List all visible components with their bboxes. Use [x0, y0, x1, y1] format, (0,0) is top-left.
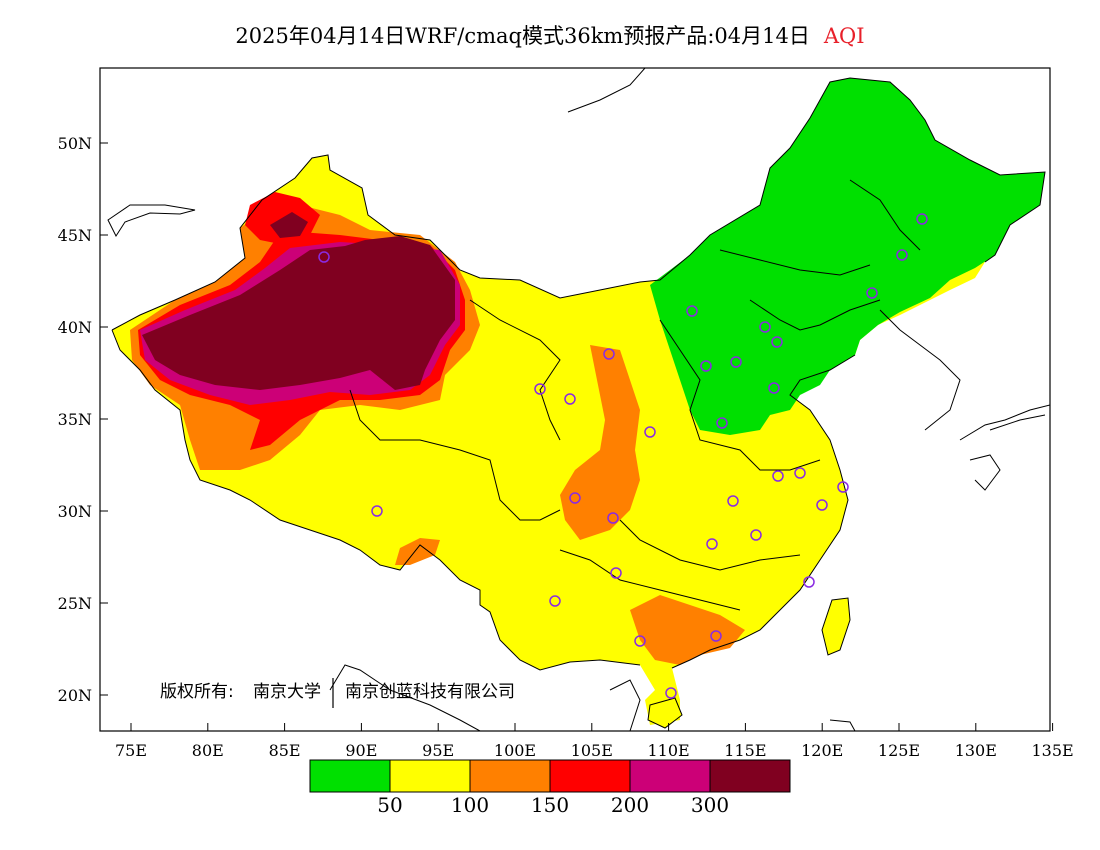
- station-marker: [727, 495, 739, 507]
- legend-swatch: [469, 759, 551, 793]
- legend-label: 150: [531, 793, 569, 817]
- taiwan: [821, 597, 851, 656]
- station-marker: [634, 635, 646, 647]
- station-marker: [837, 481, 849, 493]
- x-tick-label: 110E: [647, 741, 689, 760]
- x-tick-label: 105E: [571, 741, 613, 760]
- x-tick-label: 130E: [955, 741, 997, 760]
- station-marker: [750, 529, 762, 541]
- region-good-north: [650, 78, 1045, 435]
- station-marker: [896, 249, 908, 261]
- legend-swatch: [389, 759, 471, 793]
- legend-swatch: [709, 759, 791, 793]
- station-marker: [730, 356, 742, 368]
- x-tick-label: 90E: [345, 741, 377, 760]
- station-marker: [700, 360, 712, 372]
- region-usg-tibet: [395, 538, 440, 565]
- station-marker: [771, 336, 783, 348]
- aqi-legend: 50 100 150 200 300: [309, 759, 791, 817]
- station-marker: [706, 538, 718, 550]
- x-tick-label: 135E: [1031, 741, 1073, 760]
- hainan: [647, 697, 683, 729]
- station-marker: [371, 505, 383, 517]
- station-marker: [318, 251, 330, 263]
- title-variable: AQI: [823, 24, 865, 48]
- station-marker: [772, 470, 784, 482]
- x-tick-label: 85E: [269, 741, 301, 760]
- y-tick-label: 20N: [58, 686, 92, 705]
- station-marker: [916, 213, 928, 225]
- station-marker: [768, 382, 780, 394]
- station-marker: [564, 393, 576, 405]
- region-hazardous-north: [270, 212, 308, 238]
- region-usg-central: [560, 345, 640, 540]
- x-tick-label: 100E: [494, 741, 536, 760]
- station-marker: [607, 512, 619, 524]
- station-marker: [644, 426, 656, 438]
- title-main: 2025年04月14日WRF/cmaq模式36km预报产品:04月14日: [235, 24, 810, 48]
- map-title: 2025年04月14日WRF/cmaq模式36km预报产品:04月14日 AQI: [0, 20, 1100, 50]
- x-tick-label: 120E: [801, 741, 843, 760]
- station-marker: [866, 287, 878, 299]
- station-marker: [534, 383, 546, 395]
- station-marker: [816, 499, 828, 511]
- legend-label: 50: [377, 793, 402, 817]
- x-tick-label: 95E: [422, 741, 454, 760]
- copyright-org1: 南京大学: [253, 682, 321, 702]
- legend-swatch: [309, 759, 391, 793]
- y-tick-label: 25N: [58, 594, 92, 613]
- station-marker: [710, 630, 722, 642]
- legend-swatch: [549, 759, 631, 793]
- station-marker: [803, 576, 815, 588]
- y-tick-label: 40N: [58, 318, 92, 337]
- x-tick-label: 125E: [878, 741, 920, 760]
- x-axis: 75E 80E 85E 90E 95E 100E 105E 110E 115E 120E 125E 1…: [115, 723, 1074, 760]
- legend-swatch: [629, 759, 711, 793]
- station-marker: [610, 567, 622, 579]
- legend-label: 100: [451, 793, 489, 817]
- y-tick-label: 45N: [58, 226, 92, 245]
- station-marker: [759, 321, 771, 333]
- x-tick-label: 80E: [192, 741, 224, 760]
- map-content: 版权所有: 南京大学 南京创蓝科技有限公司: [107, 68, 1050, 731]
- x-tick-label: 75E: [115, 741, 147, 760]
- legend-label: 300: [691, 793, 729, 817]
- station-markers: [318, 213, 928, 699]
- region-hazardous: [142, 236, 455, 390]
- station-marker: [603, 348, 615, 360]
- y-tick-label: 30N: [58, 502, 92, 521]
- legend-label: 200: [611, 793, 649, 817]
- station-marker: [794, 467, 806, 479]
- y-tick-label: 35N: [58, 410, 92, 429]
- map-border: [99, 67, 1051, 732]
- station-marker: [716, 417, 728, 429]
- y-axis: 50N 45N 40N 35N 30N 25N 20N: [58, 134, 108, 705]
- y-tick-label: 50N: [58, 134, 92, 153]
- copyright-label: 版权所有:: [160, 682, 234, 702]
- copyright-org2: 南京创蓝科技有限公司: [345, 682, 515, 702]
- station-marker: [665, 687, 677, 699]
- x-tick-label: 115E: [724, 741, 766, 760]
- station-marker: [569, 492, 581, 504]
- boundary-lines: [107, 68, 1050, 731]
- station-marker: [549, 595, 561, 607]
- station-marker: [686, 305, 698, 317]
